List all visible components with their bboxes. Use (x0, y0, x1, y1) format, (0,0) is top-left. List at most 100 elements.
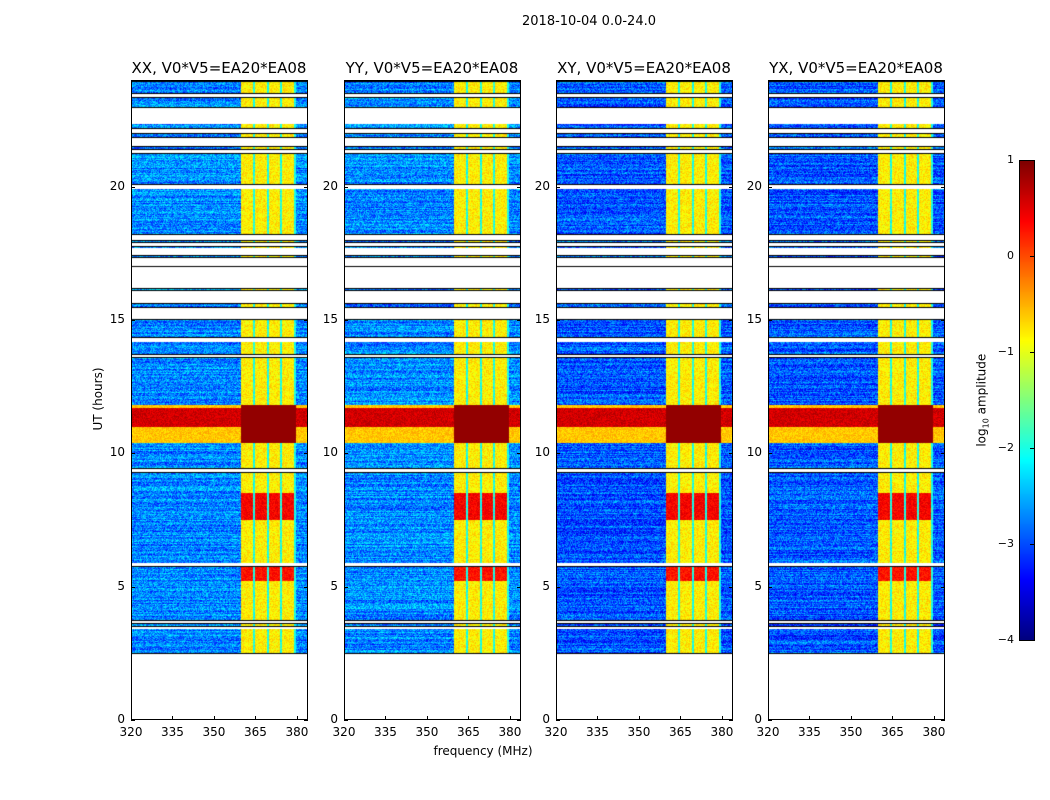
y-tick-mark (304, 720, 308, 721)
x-tick-mark (468, 716, 470, 720)
colorbar-label-suffix: amplitude (974, 353, 989, 419)
heatmap-image (557, 81, 732, 719)
x-tick-label: 365 (669, 725, 692, 739)
heatmap-image (345, 81, 520, 719)
y-tick-mark (131, 453, 135, 455)
y-tick-mark (556, 586, 560, 588)
x-tick-mark (385, 716, 387, 720)
x-tick-label: 380 (285, 725, 309, 739)
y-tick-mark (131, 186, 135, 188)
y-tick-mark (517, 586, 521, 588)
y-tick-label: 15 (109, 312, 125, 326)
colorbar-tick-mark (1030, 256, 1034, 257)
x-tick-label: 350 (627, 725, 651, 739)
y-tick-mark (131, 720, 135, 721)
colorbar-tick-label: −4 (997, 633, 1014, 646)
y-tick-mark (344, 586, 348, 588)
y-tick-mark (941, 453, 945, 455)
y-tick-mark (344, 720, 348, 721)
x-tick-label: 380 (710, 725, 734, 739)
y-tick-mark (729, 453, 733, 455)
colorbar-tick-label: −1 (997, 345, 1014, 358)
x-tick-mark (933, 716, 935, 720)
heatmap-image (769, 81, 944, 719)
colorbar-tick-label: 1 (1007, 153, 1014, 166)
colorbar-tick-mark (1030, 352, 1034, 353)
x-tick-label: 350 (415, 725, 439, 739)
y-tick-mark (729, 586, 733, 588)
x-tick-mark (172, 716, 174, 720)
x-tick-mark (426, 716, 428, 720)
y-tick-mark (941, 186, 945, 188)
y-tick-label: 5 (754, 578, 762, 593)
x-tick-label: 335 (586, 725, 609, 739)
y-tick-label: 10 (109, 445, 125, 460)
y-tick-mark (517, 186, 521, 188)
x-tick-label: 365 (244, 725, 267, 739)
heatmap-panel (556, 80, 733, 720)
y-tick-mark (304, 453, 308, 455)
y-tick-label: 0 (754, 712, 762, 726)
x-tick-label: 335 (161, 725, 184, 739)
y-tick-mark (131, 320, 135, 321)
x-tick-mark (255, 716, 257, 720)
y-tick-mark (517, 453, 521, 455)
colorbar-tick-mark (1030, 448, 1034, 449)
y-tick-mark (131, 586, 135, 588)
y-tick-mark (344, 453, 348, 455)
y-tick-mark (768, 453, 772, 455)
x-tick-mark (597, 716, 599, 720)
y-tick-label: 5 (330, 578, 338, 593)
x-tick-label: 350 (202, 725, 226, 739)
y-tick-label: 10 (534, 445, 550, 460)
x-tick-mark (721, 716, 723, 720)
x-tick-mark (892, 716, 894, 720)
y-tick-mark (517, 720, 521, 721)
figure-title: 2018-10-04 0.0-24.0 (522, 14, 656, 29)
y-tick-label: 10 (322, 445, 338, 460)
colorbar-tick-label: −2 (997, 441, 1014, 454)
heatmap-panel (344, 80, 521, 720)
x-tick-label: 365 (457, 725, 480, 739)
colorbar-tick-mark (1030, 640, 1034, 641)
colorbar-tick-mark (1030, 160, 1034, 161)
x-axis-label: frequency (MHz) (433, 744, 533, 758)
y-tick-label: 5 (542, 578, 550, 593)
y-axis-label: UT (hours) (91, 367, 105, 431)
x-tick-mark (344, 716, 345, 720)
y-tick-label: 0 (330, 712, 338, 726)
y-tick-mark (729, 186, 733, 188)
x-tick-mark (850, 716, 852, 720)
heatmap-panel (131, 80, 308, 720)
y-tick-label: 10 (746, 445, 762, 460)
panel-title: XY, V0*V5=EA20*EA08 (557, 59, 731, 77)
y-tick-mark (304, 320, 308, 321)
y-tick-mark (941, 320, 945, 321)
y-tick-mark (729, 720, 733, 721)
y-tick-mark (344, 320, 348, 321)
x-tick-label: 335 (374, 725, 397, 739)
x-tick-label: 320 (119, 725, 143, 739)
y-tick-label: 20 (746, 178, 762, 193)
x-tick-mark (638, 716, 640, 720)
y-tick-label: 15 (534, 312, 550, 326)
x-tick-mark (296, 716, 298, 720)
y-tick-mark (556, 186, 560, 188)
y-tick-mark (768, 320, 772, 321)
heatmap-image (132, 81, 307, 719)
y-tick-mark (517, 320, 521, 321)
y-tick-mark (556, 453, 560, 455)
x-tick-mark (768, 716, 769, 720)
y-tick-mark (768, 720, 772, 721)
y-tick-label: 5 (117, 578, 125, 593)
y-tick-label: 15 (746, 312, 762, 326)
y-tick-label: 0 (542, 712, 550, 726)
x-tick-label: 380 (922, 725, 946, 739)
colorbar-tick-label: 0 (1007, 249, 1014, 262)
colorbar-tick-label: −3 (997, 537, 1014, 550)
panel-title: YX, V0*V5=EA20*EA08 (769, 59, 943, 77)
x-tick-label: 335 (798, 725, 821, 739)
y-tick-mark (941, 586, 945, 588)
x-tick-label: 320 (544, 725, 568, 739)
colorbar-label-sub: 10 (981, 418, 991, 429)
